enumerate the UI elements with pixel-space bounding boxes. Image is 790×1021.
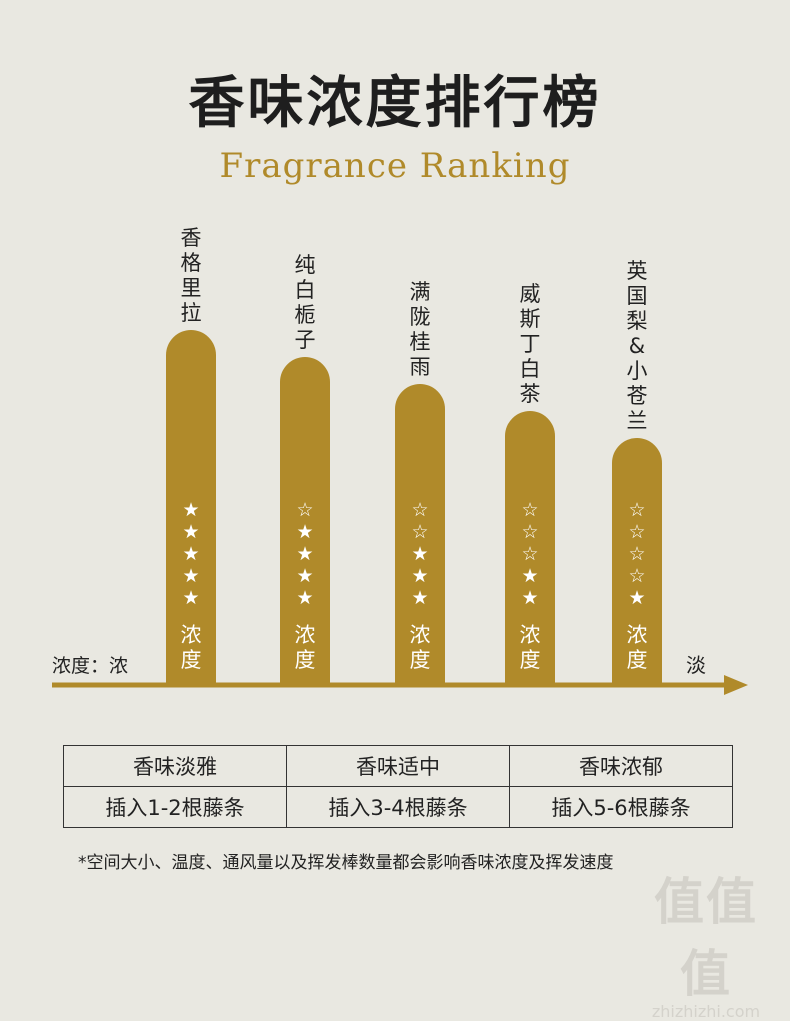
bar-label: 浓度 bbox=[410, 623, 431, 672]
star-filled-icon: ★ bbox=[521, 565, 538, 587]
page-title: 香味浓度排行榜 bbox=[188, 71, 602, 136]
bar-label: 浓度 bbox=[627, 623, 648, 672]
star-filled-icon: ★ bbox=[521, 587, 538, 609]
star-filled-icon: ★ bbox=[182, 543, 199, 565]
star-filled-icon: ★ bbox=[182, 587, 199, 609]
bar bbox=[395, 384, 445, 685]
table-cell: 香味适中 bbox=[286, 745, 510, 787]
rattan-table: 香味淡雅 香味适中 香味浓郁 插入1-2根藤条 插入3-4根藤条 插入5-6根藤… bbox=[63, 745, 733, 828]
table-cell: 香味浓郁 bbox=[509, 745, 733, 787]
star-filled-icon: ★ bbox=[296, 543, 313, 565]
star-filled-icon: ★ bbox=[182, 565, 199, 587]
star-empty-icon: ☆ bbox=[411, 521, 428, 543]
star-empty-icon: ☆ bbox=[521, 499, 538, 521]
category-label: 威斯丁白茶 bbox=[520, 282, 541, 406]
fragrance-chart: 浓度：浓 淡香格里拉★★★★★浓度纯白栀子☆★★★★浓度满陇桂雨☆☆★★★浓度威斯… bbox=[52, 226, 748, 695]
star-filled-icon: ★ bbox=[296, 587, 313, 609]
table-row: 香味淡雅 香味适中 香味浓郁 bbox=[63, 745, 733, 787]
star-empty-icon: ☆ bbox=[521, 543, 538, 565]
star-empty-icon: ☆ bbox=[521, 521, 538, 543]
table-cell: 香味淡雅 bbox=[63, 745, 287, 787]
page-subtitle: Fragrance Ranking bbox=[219, 146, 571, 186]
bar-label: 浓度 bbox=[181, 623, 202, 672]
footnote: *空间大小、温度、通风量以及挥发棒数量都会影响香味浓度及挥发速度 bbox=[78, 853, 614, 873]
star-empty-icon: ☆ bbox=[628, 543, 645, 565]
star-filled-icon: ★ bbox=[296, 521, 313, 543]
star-empty-icon: ☆ bbox=[628, 565, 645, 587]
star-filled-icon: ★ bbox=[182, 499, 199, 521]
table-cell: 插入1-2根藤条 bbox=[63, 786, 287, 828]
star-filled-icon: ★ bbox=[411, 543, 428, 565]
category-label: 香格里拉 bbox=[181, 226, 202, 325]
star-empty-icon: ☆ bbox=[296, 499, 313, 521]
bar bbox=[505, 411, 555, 685]
axis-end-label: 淡 bbox=[686, 653, 706, 677]
star-filled-icon: ★ bbox=[411, 565, 428, 587]
star-empty-icon: ☆ bbox=[411, 499, 428, 521]
axis-label: 浓度：浓 bbox=[52, 655, 128, 677]
bar bbox=[166, 330, 216, 685]
category-label: 英国梨&小苍兰 bbox=[627, 259, 648, 433]
table-cell: 插入3-4根藤条 bbox=[286, 786, 510, 828]
star-filled-icon: ★ bbox=[411, 587, 428, 609]
star-empty-icon: ☆ bbox=[628, 521, 645, 543]
star-filled-icon: ★ bbox=[296, 565, 313, 587]
watermark: 值值值 zhizhizhi.com bbox=[636, 862, 776, 1021]
table-cell: 插入5-6根藤条 bbox=[509, 786, 733, 828]
table-row: 插入1-2根藤条 插入3-4根藤条 插入5-6根藤条 bbox=[63, 786, 733, 828]
category-label: 纯白栀子 bbox=[295, 253, 316, 352]
axis-arrow bbox=[724, 675, 748, 695]
watermark-logo: 值值值 bbox=[654, 873, 758, 1003]
star-filled-icon: ★ bbox=[628, 587, 645, 609]
category-label: 满陇桂雨 bbox=[410, 280, 431, 379]
watermark-url: zhizhizhi.com bbox=[651, 1002, 761, 1021]
star-filled-icon: ★ bbox=[182, 521, 199, 543]
star-empty-icon: ☆ bbox=[628, 499, 645, 521]
bar-label: 浓度 bbox=[520, 623, 541, 672]
bar-label: 浓度 bbox=[295, 623, 316, 672]
bar bbox=[280, 357, 330, 685]
bar bbox=[612, 438, 662, 685]
